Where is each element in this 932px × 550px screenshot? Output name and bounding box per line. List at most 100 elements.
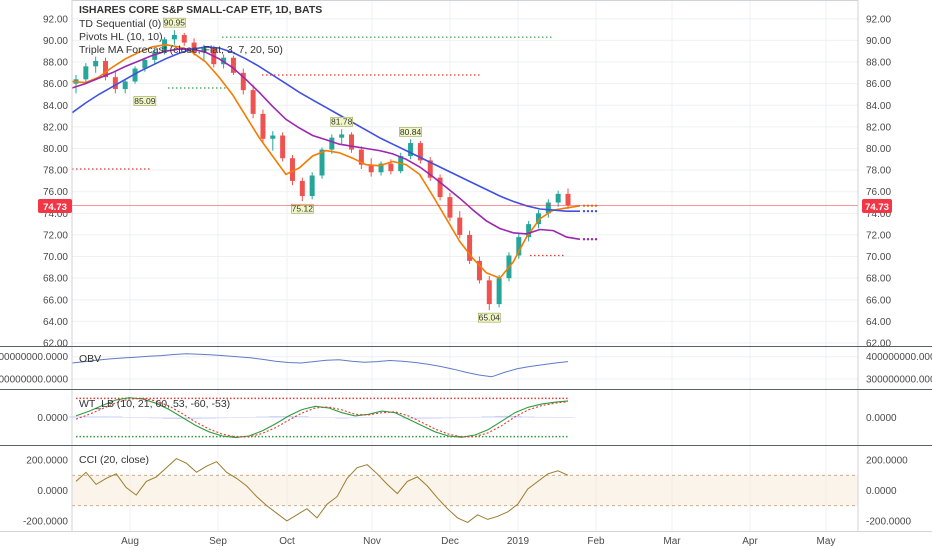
wt-histogram-bar [534, 416, 549, 418]
y-tick-label-right: 64.00 [866, 317, 891, 328]
candle-body [240, 72, 246, 91]
wt-histogram-bar [375, 416, 389, 418]
candle-body [545, 202, 551, 214]
obv-pane [71, 353, 569, 378]
wt-histogram-bar [109, 416, 123, 418]
candle-body [358, 149, 364, 165]
last-price-left: 74.73 [43, 202, 67, 213]
wt-legend[interactable]: WT_LB (10, 21, 60, 53, -60, -53) [79, 398, 230, 410]
ma-forecast-dot [590, 209, 594, 213]
candle-body [122, 81, 128, 90]
wt-histogram-bar [348, 417, 362, 419]
y-tick-label-left: 76.00 [43, 187, 68, 198]
x-tick-label: Aug [121, 536, 139, 547]
wt-histogram-bar [335, 417, 349, 419]
y-tick-label-right: 84.00 [866, 101, 891, 112]
candle-body [270, 135, 276, 139]
candle-body [112, 77, 118, 90]
ma-line [71, 48, 581, 241]
wt-histogram-bar [242, 417, 256, 418]
pivot-label-box [291, 203, 314, 214]
obv-tick-right: 300000000.0000 [866, 375, 932, 386]
y-tick-label-left: 86.00 [43, 79, 68, 90]
candle-body [368, 164, 374, 173]
x-tick-label: Mar [663, 536, 681, 547]
candle-body [349, 134, 355, 150]
ma-line [71, 43, 581, 280]
price-pane: 85.09 90.95 75.12 81.78 80.84 65.04 [71, 18, 858, 323]
obv-tick-left: 300000000.0000 [0, 375, 68, 386]
pivot-label-box [399, 127, 422, 137]
indicator-td-sequential[interactable]: TD Sequential (0) [79, 18, 161, 30]
y-tick-label-left: 68.00 [43, 274, 68, 285]
wt-histogram-bar [454, 417, 469, 418]
y-tick-label-left: 84.00 [43, 101, 68, 112]
wt-histogram-bar [415, 417, 429, 419]
wt-histogram-bar [255, 416, 269, 418]
pane-frames [0, 0, 932, 532]
candle-body [378, 163, 384, 173]
candle-body [526, 224, 532, 238]
wt-histogram-bar [548, 417, 562, 418]
candle-body [555, 193, 561, 203]
x-tick-label: Dec [441, 536, 459, 547]
wt-line [75, 397, 569, 438]
candle-body [427, 160, 433, 178]
candle-body [447, 197, 453, 218]
obv-tick-right: 400000000.0000 [866, 352, 932, 363]
candle-body [152, 52, 158, 60]
wt-histogram-bar [189, 417, 203, 419]
candle-body [476, 260, 482, 281]
wt-tick-right: 0.0000 [866, 413, 897, 424]
y-tick-label-right: 68.00 [866, 274, 891, 285]
y-tick-label-left: 82.00 [43, 122, 68, 133]
y-tick-label-left: 80.00 [43, 144, 68, 155]
x-tick-label: May [817, 536, 836, 547]
pivot-label-box [133, 96, 157, 106]
y-tick-label-right: 72.00 [866, 230, 891, 241]
last-price-right: 74.73 [865, 202, 889, 213]
obv-tick-left: 400000000.0000 [0, 352, 68, 363]
wt-histogram-bar [149, 417, 163, 419]
x-tick-label: Feb [587, 536, 605, 547]
obv-legend[interactable]: OBV [79, 353, 101, 365]
wt-histogram-bar [481, 416, 495, 418]
gridlines [72, 0, 858, 531]
cci-legend[interactable]: CCI (20, close) [79, 454, 149, 466]
pivot-label: 80.84 [400, 127, 422, 137]
wt-histogram-bar [494, 415, 509, 418]
ma-forecast-dot [590, 238, 594, 241]
candle-body [496, 278, 502, 305]
x-tick-label: Nov [363, 536, 381, 547]
y-tick-label-left: 92.00 [43, 14, 68, 25]
wt-histogram-bar [401, 417, 416, 419]
pivot-label: 75.12 [292, 204, 314, 214]
candle-body [250, 90, 256, 114]
x-tick-label: Sep [209, 536, 227, 547]
pivot-label: 85.09 [134, 96, 156, 106]
ma-forecast-dot [586, 238, 590, 241]
ma-forecast-dot [594, 238, 598, 241]
candle-body [467, 234, 473, 261]
y-tick-label-left: 66.00 [43, 295, 68, 306]
indicator-triple-ma[interactable]: Triple MA Forecast (close, Flat, 3, 7, 2… [79, 44, 283, 56]
axes: Aug Sep Oct Nov Dec 2019 Feb Mar Apr May 62.00 62.0… [0, 14, 932, 547]
last-price-tag-right: 74.73 [862, 199, 892, 213]
wt-histogram-bar [468, 416, 482, 418]
y-tick-label-right: 80.00 [866, 144, 891, 155]
wt-histogram-bar [162, 417, 176, 419]
candle-body [162, 39, 168, 53]
candle-body [339, 134, 345, 138]
wt-histogram-bar [202, 417, 216, 419]
candle-body [171, 35, 177, 40]
wt-histogram-bar [82, 416, 96, 418]
cci-tick-left: -200.0000 [23, 516, 68, 527]
candle-body [457, 217, 463, 235]
candle-body [280, 135, 286, 159]
indicator-pivots-hl[interactable]: Pivots HL (10, 10) [79, 31, 163, 43]
candle-body [388, 163, 394, 172]
wt-histogram-bar [361, 417, 376, 418]
candle-body [230, 57, 236, 73]
cci-pane [72, 458, 858, 523]
